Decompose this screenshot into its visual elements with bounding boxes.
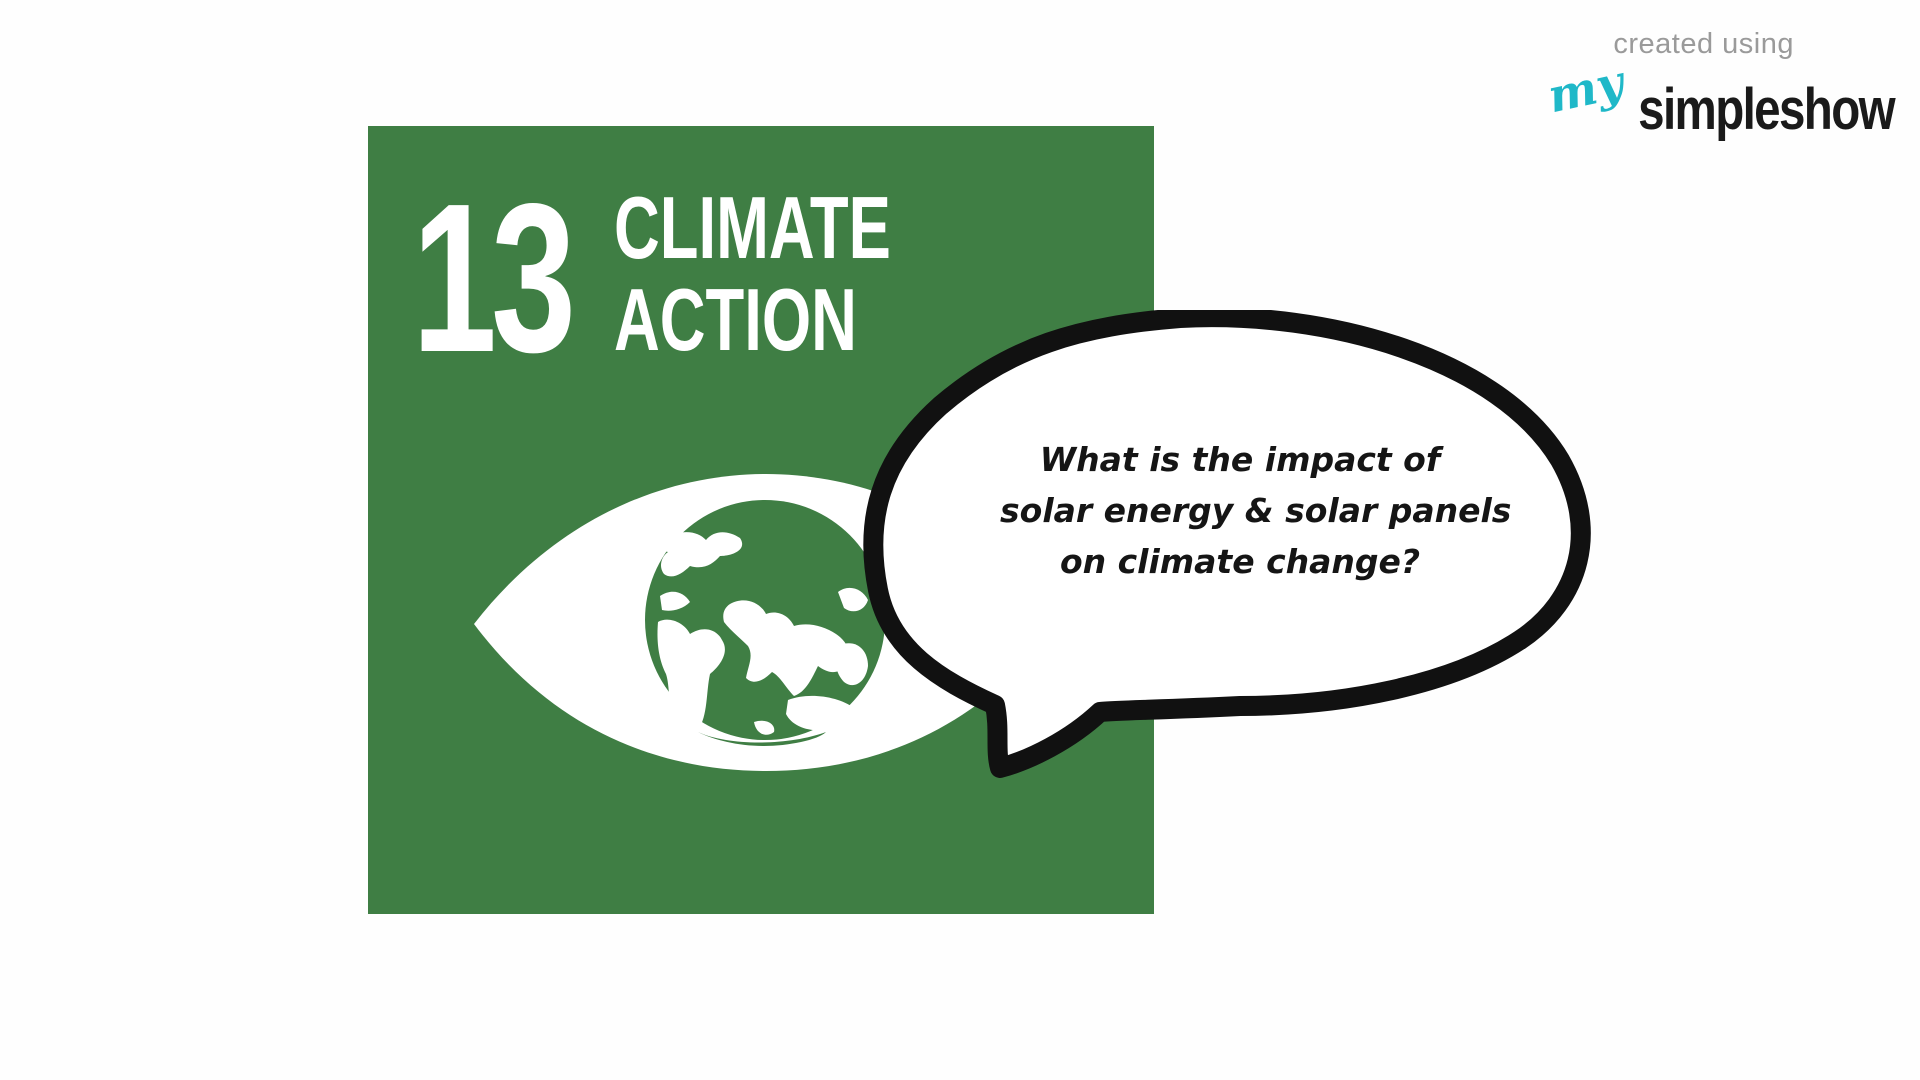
watermark-brand-prefix: my — [1543, 54, 1629, 124]
speech-bubble-line1: What is the impact of — [1039, 440, 1441, 479]
speech-bubble-text: What is the impact of solar energy & sol… — [1000, 434, 1512, 587]
speech-bubble-line2: solar energy & solar panels — [1000, 491, 1512, 530]
watermark-brand-name: simpleshow — [1638, 77, 1895, 142]
sdg-number: 13 — [412, 159, 576, 396]
speech-bubble: What is the impact of solar energy & sol… — [860, 307, 1620, 780]
sdg-title-line1: CLIMATE — [614, 178, 891, 277]
sdg-title-line2: ACTION — [614, 270, 857, 369]
watermark: created using my simpleshow — [1534, 28, 1895, 148]
speech-bubble-shape — [863, 307, 1591, 778]
sdg-title: CLIMATE ACTION — [614, 182, 891, 366]
watermark-created-label: created using — [1613, 28, 1794, 60]
speech-bubble-line3: on climate change? — [1059, 542, 1421, 581]
